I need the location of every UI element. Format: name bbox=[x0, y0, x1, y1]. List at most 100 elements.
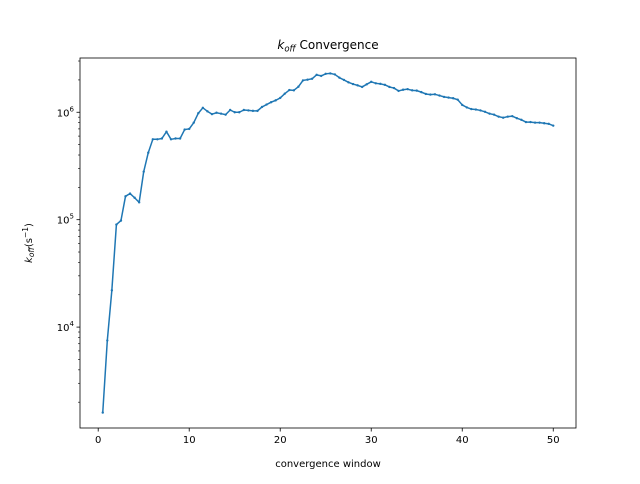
data-point bbox=[388, 85, 391, 89]
data-point bbox=[511, 114, 514, 118]
x-axis: 0 10 20 30 40 50 bbox=[95, 428, 560, 446]
data-point bbox=[529, 120, 532, 124]
data-point bbox=[301, 79, 305, 82]
data-point bbox=[137, 201, 141, 204]
series-line bbox=[102, 72, 554, 414]
data-point bbox=[429, 93, 432, 96]
data-point bbox=[547, 122, 550, 126]
data-point bbox=[351, 82, 355, 86]
data-point bbox=[242, 108, 246, 112]
x-axis-label: convergence window bbox=[275, 459, 381, 470]
data-point bbox=[269, 101, 273, 104]
plot-area bbox=[101, 72, 555, 414]
data-point bbox=[165, 130, 168, 133]
y-tick-label: 105 bbox=[57, 213, 74, 227]
data-point bbox=[501, 116, 505, 119]
data-point bbox=[169, 138, 173, 141]
chart-title: koff Convergence bbox=[277, 38, 378, 55]
data-point bbox=[420, 90, 423, 94]
data-point bbox=[106, 339, 109, 342]
data-point bbox=[228, 108, 232, 112]
data-point bbox=[451, 97, 455, 100]
data-point bbox=[492, 113, 496, 116]
data-point bbox=[215, 111, 218, 114]
data-point bbox=[115, 223, 118, 226]
data-point bbox=[533, 121, 537, 124]
data-point bbox=[160, 137, 164, 140]
data-point bbox=[156, 138, 159, 141]
x-tick-label: 20 bbox=[274, 435, 287, 446]
x-tick-label: 10 bbox=[183, 435, 196, 446]
y-tick-label: 106 bbox=[57, 105, 75, 119]
data-point bbox=[128, 192, 132, 195]
data-point bbox=[520, 118, 523, 122]
data-point bbox=[101, 411, 104, 414]
data-point bbox=[251, 109, 255, 113]
data-point bbox=[279, 96, 282, 100]
data-point bbox=[438, 94, 441, 97]
data-point bbox=[178, 137, 182, 140]
x-tick-label: 30 bbox=[365, 435, 378, 446]
data-point bbox=[265, 103, 268, 106]
data-point bbox=[297, 85, 300, 88]
data-point bbox=[479, 109, 482, 112]
data-point bbox=[365, 83, 368, 86]
data-point bbox=[497, 115, 500, 118]
data-point bbox=[238, 111, 241, 114]
data-point bbox=[124, 195, 127, 198]
data-point bbox=[151, 138, 155, 141]
data-point bbox=[424, 92, 428, 96]
data-point bbox=[552, 124, 555, 127]
data-point bbox=[319, 74, 323, 78]
data-point bbox=[292, 89, 296, 92]
x-tick-label: 40 bbox=[456, 435, 469, 446]
data-point bbox=[174, 137, 177, 140]
data-point bbox=[183, 128, 186, 131]
data-point bbox=[233, 111, 236, 114]
data-point bbox=[274, 99, 277, 102]
data-point bbox=[256, 109, 259, 113]
data-point bbox=[379, 82, 382, 86]
data-point bbox=[506, 115, 509, 118]
plot-frame bbox=[79, 57, 577, 429]
data-point bbox=[210, 112, 214, 116]
data-point bbox=[524, 120, 528, 124]
data-point bbox=[461, 103, 464, 107]
data-point bbox=[206, 110, 209, 113]
data-point bbox=[147, 151, 150, 154]
data-point bbox=[456, 98, 459, 101]
data-point bbox=[142, 170, 145, 173]
data-point bbox=[219, 112, 223, 115]
data-point bbox=[406, 87, 409, 91]
data-point bbox=[192, 121, 195, 124]
data-point bbox=[474, 108, 478, 111]
data-point bbox=[347, 81, 350, 84]
data-point bbox=[515, 117, 519, 120]
data-point bbox=[306, 78, 309, 81]
x-tick-label: 50 bbox=[547, 435, 560, 446]
y-axis-label: koff(s−1) bbox=[21, 223, 36, 263]
data-point bbox=[542, 122, 546, 125]
data-point bbox=[133, 196, 136, 199]
data-point bbox=[288, 88, 291, 92]
data-point bbox=[392, 86, 396, 90]
data-point bbox=[383, 83, 387, 87]
data-point bbox=[488, 112, 491, 115]
data-point bbox=[110, 289, 114, 292]
data-point bbox=[342, 78, 346, 82]
data-point bbox=[283, 92, 286, 95]
data-point bbox=[538, 121, 541, 124]
data-point bbox=[447, 96, 450, 99]
data-point bbox=[247, 109, 250, 112]
data-point bbox=[470, 107, 473, 111]
data-point bbox=[370, 80, 373, 84]
data-point bbox=[397, 89, 400, 93]
data-point bbox=[374, 82, 377, 85]
data-point bbox=[410, 89, 414, 92]
data-point bbox=[442, 95, 446, 99]
y-axis: 104 105 106 bbox=[57, 60, 80, 403]
data-point bbox=[260, 105, 264, 109]
data-point bbox=[201, 106, 205, 110]
